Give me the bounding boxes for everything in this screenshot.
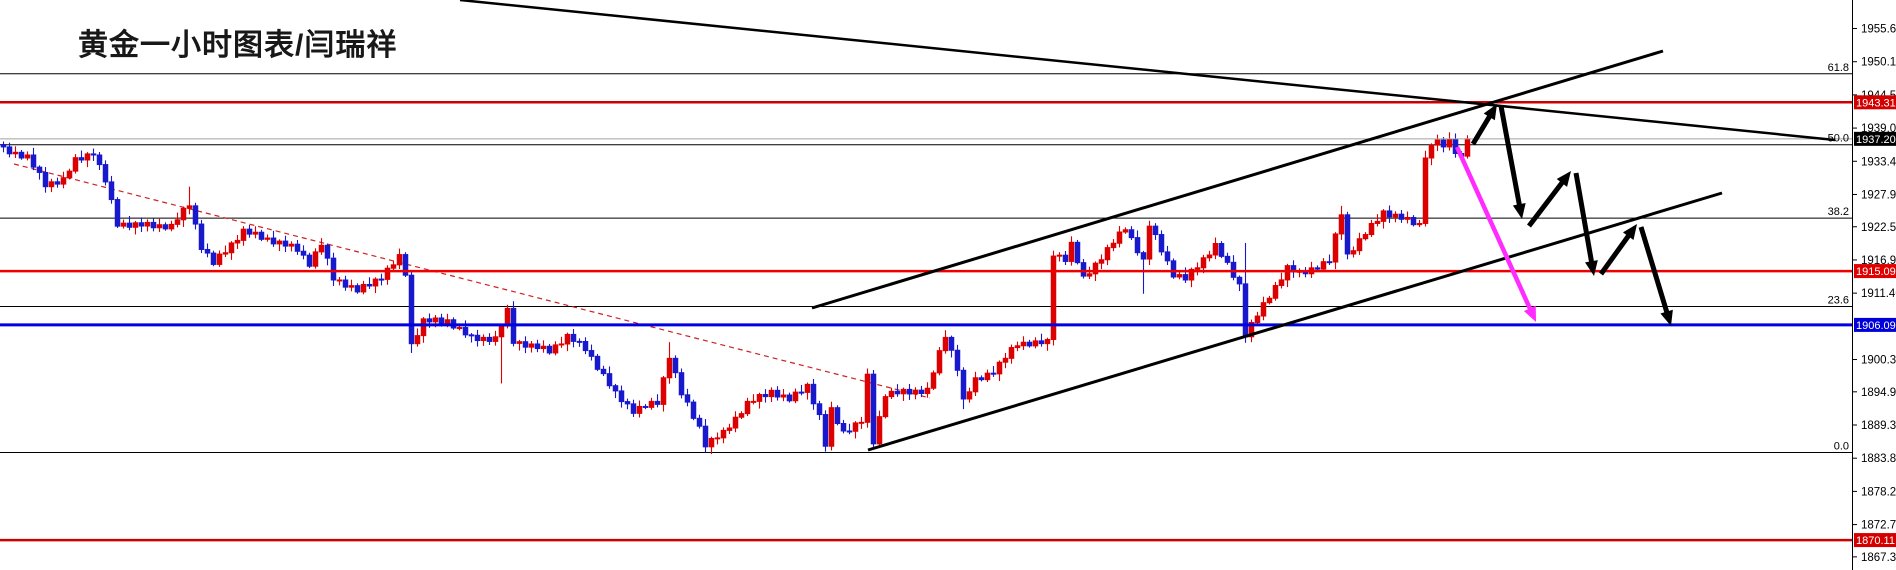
ascending-channel-upper[interactable] (811, 49, 1664, 310)
forecast-up-arrow-2-head (1556, 171, 1571, 187)
forecast-up-arrow-3-head (1622, 224, 1637, 240)
forecast-down-arrow-3[interactable] (1638, 226, 1670, 316)
forecast-up-arrow-3[interactable] (1598, 232, 1633, 276)
trendlines-dashed[interactable] (13, 163, 931, 399)
fib-label-50.0: 50.0 (1828, 133, 1849, 145)
fib-labels: 61.8 50.0 38.2 23.6 0.0 (1828, 62, 1849, 453)
axis-tick-label: 1872.70 (1861, 520, 1896, 532)
price-badge-label: 1937.20 (1856, 134, 1896, 146)
fib-label-0.0: 0.0 (1834, 440, 1849, 452)
fib-retracement-lines[interactable] (0, 73, 1852, 453)
dashed-descending-trendline[interactable] (13, 163, 931, 399)
price-badge-label: 1870.11 (1856, 535, 1895, 547)
forecast-down-arrow-1-head (1512, 203, 1526, 219)
trendlines[interactable] (459, 0, 1836, 452)
forecast-down-arrow-2[interactable] (1573, 172, 1595, 265)
axis-tick-label: 1878.25 (1861, 486, 1896, 498)
price-badge (1854, 533, 1896, 548)
axis-tick-label: 1933.45 (1861, 156, 1896, 168)
axis-tick-label: 1911.40 (1861, 288, 1896, 300)
axis-tick-label: 1955.65 (1861, 24, 1896, 36)
axis-tick-label: 1894.90 (1861, 387, 1896, 399)
chart-title: 黄金一小时图表/闫瑞祥 (78, 29, 398, 62)
axis-tick-label: 1889.35 (1861, 420, 1896, 432)
axis-tick-label: 1883.80 (1861, 453, 1896, 465)
forecast-up-arrow-2[interactable] (1527, 179, 1566, 228)
forecast-up-arrow-1-head (1483, 104, 1497, 121)
candlesticks (0, 132, 1471, 455)
forecast-magenta-arrow-head (1523, 305, 1536, 322)
forecast-down-arrow-2-head (1585, 260, 1598, 276)
price-axis[interactable]: 1955.651950.101944.551939.001933.451927.… (1852, 0, 1896, 570)
descending-trendline[interactable] (459, 0, 1836, 142)
forecast-down-arrow-3-head (1660, 309, 1673, 326)
axis-tick-label: 1900.30 (1861, 355, 1896, 367)
fib-label-38.2: 38.2 (1828, 206, 1849, 218)
price-badge (1854, 317, 1896, 332)
price-badge-label: 1906.09 (1856, 320, 1896, 332)
fib-label-61.8: 61.8 (1828, 62, 1849, 74)
price-badge-label: 1943.31 (1856, 97, 1896, 109)
axis-tick-label: 1927.90 (1861, 189, 1896, 201)
price-badge (1854, 131, 1896, 146)
forecast-up-arrow-1[interactable] (1470, 113, 1493, 146)
axis-tick-label: 1916.95 (1861, 255, 1896, 267)
price-badge-label: 1915.09 (1856, 266, 1896, 278)
axis-tick-label: 1950.10 (1861, 57, 1896, 69)
price-badge (1854, 264, 1896, 279)
forecast-down-arrow-1[interactable] (1498, 105, 1523, 208)
ascending-channel-lower[interactable] (867, 191, 1723, 452)
axis-tick-label: 1867.30 (1861, 552, 1896, 564)
forecast-magenta-arrow[interactable] (1454, 146, 1534, 312)
fib-label-23.6: 23.6 (1828, 294, 1849, 306)
horizontal-levels[interactable] (0, 101, 1852, 542)
price-badge (1854, 95, 1896, 110)
axis-tick-label: 1922.50 (1861, 222, 1896, 234)
forecast-arrows[interactable] (1454, 104, 1673, 326)
